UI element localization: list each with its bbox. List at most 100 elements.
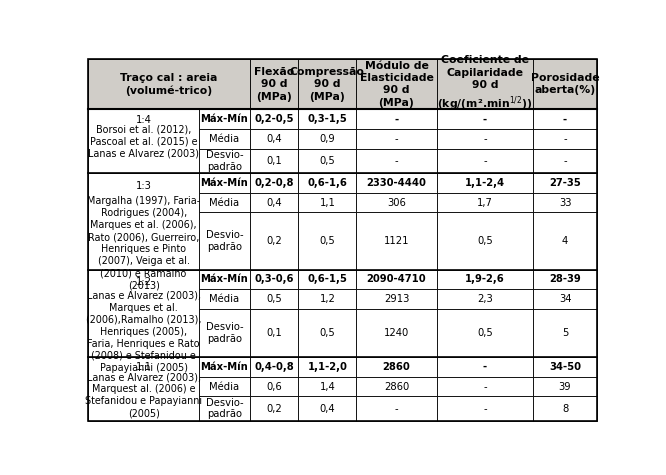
Text: 1240: 1240 — [384, 328, 409, 338]
Bar — [298, 109, 356, 129]
Text: 0,6-1,6: 0,6-1,6 — [308, 178, 348, 188]
Bar — [436, 377, 533, 397]
Bar — [199, 289, 250, 309]
Bar — [436, 357, 533, 377]
Bar — [533, 212, 597, 270]
Bar — [356, 59, 436, 109]
Bar — [436, 149, 533, 173]
Text: 34: 34 — [559, 294, 571, 304]
Text: 8: 8 — [562, 404, 568, 414]
Text: Módulo de
Elasticidade
90 d
(MPa): Módulo de Elasticidade 90 d (MPa) — [360, 60, 434, 108]
Text: Média: Média — [209, 381, 239, 391]
Bar — [89, 357, 199, 421]
Bar — [89, 270, 199, 357]
Bar — [533, 193, 597, 212]
Text: -: - — [563, 156, 567, 166]
Text: 1:1: 1:1 — [136, 362, 152, 372]
Text: 1:3: 1:3 — [136, 181, 152, 191]
Text: 2860: 2860 — [383, 362, 410, 372]
Bar — [533, 377, 597, 397]
Text: 0,5: 0,5 — [320, 236, 335, 246]
Bar — [356, 129, 436, 149]
Bar — [89, 173, 199, 270]
Text: 0,2: 0,2 — [266, 404, 282, 414]
Bar — [356, 193, 436, 212]
Text: 2,3: 2,3 — [477, 294, 493, 304]
Text: Desvio-
padrão: Desvio- padrão — [206, 230, 243, 252]
Text: 0,4: 0,4 — [320, 404, 335, 414]
Text: Borsoi et al. (2012),
Pascoal et al. (2015) e
Lanas e Alvarez (2003): Borsoi et al. (2012), Pascoal et al. (20… — [88, 125, 199, 159]
Text: 0,3-1,5: 0,3-1,5 — [308, 114, 347, 124]
Bar — [199, 109, 250, 129]
Text: -: - — [483, 134, 487, 144]
Bar — [436, 129, 533, 149]
Bar — [298, 309, 356, 357]
Text: -: - — [395, 156, 398, 166]
Bar — [250, 149, 298, 173]
Text: Média: Média — [209, 294, 239, 304]
Text: Compressão
90 d
(MPa): Compressão 90 d (MPa) — [290, 67, 365, 102]
Text: 0,5: 0,5 — [477, 328, 493, 338]
Text: Máx-Mín: Máx-Mín — [200, 362, 248, 372]
Text: 0,5: 0,5 — [320, 328, 335, 338]
Bar — [298, 149, 356, 173]
Bar — [298, 59, 356, 109]
Bar — [298, 129, 356, 149]
Bar — [298, 377, 356, 397]
Text: 1,7: 1,7 — [477, 198, 493, 208]
Text: 0,6-1,5: 0,6-1,5 — [308, 275, 348, 285]
Text: -: - — [395, 134, 398, 144]
Text: 0,4: 0,4 — [266, 198, 282, 208]
Bar — [298, 173, 356, 193]
Bar — [356, 270, 436, 289]
Bar — [356, 377, 436, 397]
Bar — [436, 173, 533, 193]
Bar — [199, 397, 250, 421]
Text: 306: 306 — [387, 198, 406, 208]
Bar — [436, 212, 533, 270]
Bar — [250, 173, 298, 193]
Text: 2860: 2860 — [384, 381, 409, 391]
Bar — [356, 212, 436, 270]
Bar — [250, 357, 298, 377]
Text: 1:4: 1:4 — [136, 114, 152, 124]
Bar — [199, 173, 250, 193]
Bar — [250, 397, 298, 421]
Bar — [436, 397, 533, 421]
Bar — [533, 270, 597, 289]
Bar — [356, 173, 436, 193]
Text: -: - — [483, 404, 487, 414]
Bar — [250, 59, 298, 109]
Bar — [298, 193, 356, 212]
Bar — [199, 149, 250, 173]
Text: 0,1: 0,1 — [266, 156, 282, 166]
Text: 1,4: 1,4 — [320, 381, 335, 391]
Text: 28-39: 28-39 — [549, 275, 581, 285]
Text: Desvio-
padrão: Desvio- padrão — [206, 398, 243, 419]
Bar — [250, 377, 298, 397]
Bar — [356, 397, 436, 421]
Bar — [356, 309, 436, 357]
Bar — [436, 289, 533, 309]
Text: Média: Média — [209, 198, 239, 208]
Text: 1,1-2,4: 1,1-2,4 — [465, 178, 505, 188]
Text: 0,2-0,5: 0,2-0,5 — [254, 114, 294, 124]
Text: 5: 5 — [562, 328, 568, 338]
Bar — [356, 289, 436, 309]
Bar — [250, 309, 298, 357]
Text: 2330-4440: 2330-4440 — [366, 178, 426, 188]
Text: Desvio-
padrão: Desvio- padrão — [206, 150, 243, 172]
Text: 33: 33 — [559, 198, 571, 208]
Text: -: - — [563, 134, 567, 144]
Bar — [199, 212, 250, 270]
Bar — [436, 309, 533, 357]
Text: 0,2: 0,2 — [266, 236, 282, 246]
Bar — [89, 109, 199, 173]
Text: -: - — [483, 362, 487, 372]
Text: Desvio-
padrão: Desvio- padrão — [206, 322, 243, 344]
Text: Traço cal : areia
(volumé-trico): Traço cal : areia (volumé-trico) — [121, 73, 218, 95]
Text: -: - — [394, 114, 398, 124]
Bar — [199, 193, 250, 212]
Text: 0,3-0,6: 0,3-0,6 — [254, 275, 294, 285]
Bar — [533, 59, 597, 109]
